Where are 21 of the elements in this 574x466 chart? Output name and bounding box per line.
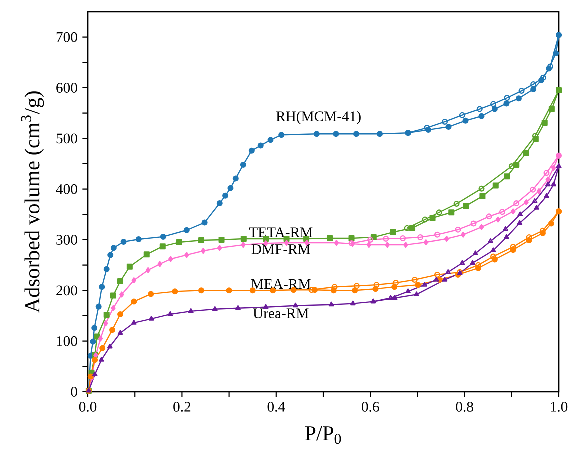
x-tick-label: 0.6 bbox=[362, 402, 380, 412]
x-tick-label: 0.0 bbox=[79, 402, 97, 412]
x-axis-title: P/P$_{0}$ bbox=[305, 426, 342, 444]
y-tick-label: 500 bbox=[56, 134, 78, 144]
x-tick-label: 0.4 bbox=[268, 402, 286, 412]
y-axis-title: Adsorbed volume (cm$^{3}$/g) bbox=[21, 92, 44, 314]
series-label: TETA-RM bbox=[249, 228, 313, 238]
y-tick-label: 200 bbox=[56, 286, 78, 296]
x-tick-label: 0.2 bbox=[174, 402, 191, 412]
series-label: Urea-RM bbox=[253, 308, 309, 319]
y-tick-label: 700 bbox=[56, 32, 78, 42]
x-tick-label: 1.0 bbox=[551, 402, 568, 412]
y-tick-label: 0 bbox=[71, 387, 78, 397]
y-tick-label: 400 bbox=[56, 184, 78, 194]
y-tick-label: 600 bbox=[56, 83, 78, 93]
y-tick-label: 100 bbox=[57, 336, 78, 346]
series-label: MEA-RM bbox=[251, 279, 311, 290]
y-tick-label: 300 bbox=[56, 235, 78, 245]
series-label: RH(MCM-41) bbox=[276, 111, 361, 124]
series-label: DMF-RM bbox=[252, 244, 310, 254]
x-tick-label: 0.8 bbox=[456, 402, 474, 412]
